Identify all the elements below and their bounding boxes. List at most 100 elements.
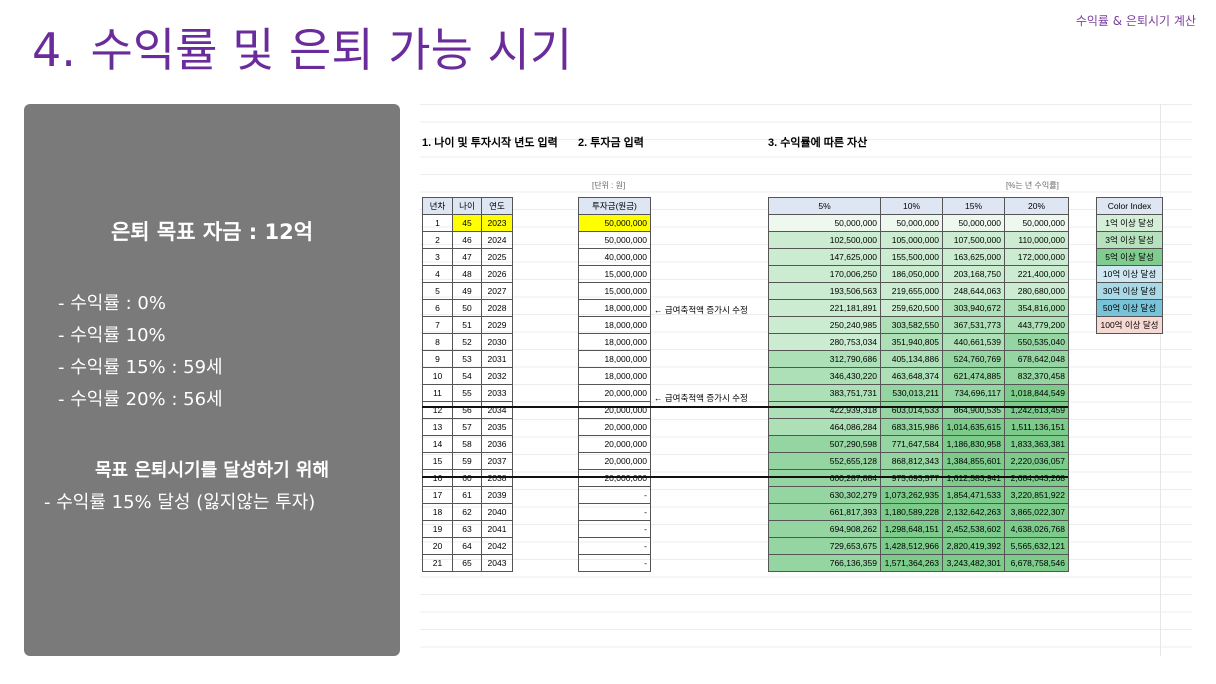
cell-asset-value: 2,820,419,392 bbox=[942, 537, 1005, 555]
table-row: 15,000,000 bbox=[578, 282, 651, 300]
table-row: 40,000,000 bbox=[578, 248, 651, 266]
unit-rate-label: [%는 년 수익률] bbox=[1006, 181, 1059, 190]
cell-asset-value: 170,006,250 bbox=[768, 265, 881, 283]
table-row: 422,939,318 603,014,533 864,900,535 1,242,6… bbox=[768, 401, 1069, 419]
cell-asset-value: 6,678,758,546 bbox=[1004, 554, 1069, 572]
cell-asset-value: 383,751,731 bbox=[768, 384, 881, 402]
table-row: 170,006,250 186,050,000 203,168,750 221,400… bbox=[768, 265, 1069, 283]
cell-asset-value: 303,582,550 bbox=[880, 316, 943, 334]
table-row: 16 60 2038 bbox=[422, 469, 513, 487]
cell-asset-value: 250,240,985 bbox=[768, 316, 881, 334]
cell-year: 2026 bbox=[481, 265, 513, 283]
cell-investment: - bbox=[578, 537, 651, 555]
table-row: 21 65 2043 bbox=[422, 554, 513, 572]
table-row: 464,086,284 683,315,986 1,014,635,615 1,511… bbox=[768, 418, 1069, 436]
legend-row: 10억 이상 달성 bbox=[1096, 265, 1163, 283]
table-row: 10 54 2032 bbox=[422, 367, 513, 385]
cell-asset-value: 312,790,686 bbox=[768, 350, 881, 368]
cell-asset-value: 280,753,034 bbox=[768, 333, 881, 351]
cell-asset-value: 1,833,363,381 bbox=[1004, 435, 1069, 453]
cell-asset-value: 463,648,374 bbox=[880, 367, 943, 385]
cell-asset-value: 1,018,844,549 bbox=[1004, 384, 1069, 402]
table-row: 50,000,000 bbox=[578, 231, 651, 249]
spreadsheet-image: 1. 나이 및 투자시작 년도 입력 2. 투자금 입력 3. 수익률에 따른 … bbox=[420, 104, 1192, 656]
cell-year: 2024 bbox=[481, 231, 513, 249]
rate-line: - 수익률 20% : 56세 bbox=[58, 389, 223, 410]
cell-year: 2040 bbox=[481, 503, 513, 521]
legend-row: 50억 이상 달성 bbox=[1096, 299, 1163, 317]
table-row: 4 48 2026 bbox=[422, 265, 513, 283]
cell-asset-value: 367,531,773 bbox=[942, 316, 1005, 334]
cell-asset-value: 443,779,200 bbox=[1004, 316, 1069, 334]
cell-asset-value: 1,571,364,263 bbox=[880, 554, 943, 572]
cell-age: 54 bbox=[452, 367, 482, 385]
cell-investment: 18,000,000 bbox=[578, 316, 651, 334]
table-row: 20,000,000 bbox=[578, 452, 651, 470]
cell-asset-value: 172,000,000 bbox=[1004, 248, 1069, 266]
col-header: 투자금(원금) bbox=[578, 197, 651, 215]
cell-investment: 18,000,000 bbox=[578, 367, 651, 385]
cell-age: 59 bbox=[452, 452, 482, 470]
table-row: 102,500,000 105,000,000 107,500,000 110,000… bbox=[768, 231, 1069, 249]
table-row: 630,302,279 1,073,262,935 1,854,471,533 3,2… bbox=[768, 486, 1069, 504]
cell-asset-value: 678,642,048 bbox=[1004, 350, 1069, 368]
col-header: 연도 bbox=[481, 197, 513, 215]
header-row: 년차 나이 연도 bbox=[422, 197, 513, 215]
cell-asset-value: 5,565,632,121 bbox=[1004, 537, 1069, 555]
cell-year: 2041 bbox=[481, 520, 513, 538]
cell-investment: 40,000,000 bbox=[578, 248, 651, 266]
cell-year-index: 20 bbox=[422, 537, 453, 555]
cell-investment: 18,000,000 bbox=[578, 299, 651, 317]
cell-asset-value: 507,290,598 bbox=[768, 435, 881, 453]
cell-year-index: 7 bbox=[422, 316, 453, 334]
cell-asset-value: 621,474,885 bbox=[942, 367, 1005, 385]
cell-age: 53 bbox=[452, 350, 482, 368]
color-index-item: 5억 이상 달성 bbox=[1096, 248, 1163, 266]
cell-asset-value: 193,506,563 bbox=[768, 282, 881, 300]
col-header: 5% bbox=[768, 197, 881, 215]
table-row: 15 59 2037 bbox=[422, 452, 513, 470]
cell-year: 2031 bbox=[481, 350, 513, 368]
table-row: 193,506,563 219,655,000 248,644,063 280,680… bbox=[768, 282, 1069, 300]
color-index-item: 10억 이상 달성 bbox=[1096, 265, 1163, 283]
cell-asset-value: 1,511,136,151 bbox=[1004, 418, 1069, 436]
cell-asset-value: 524,760,769 bbox=[942, 350, 1005, 368]
table-row: 12 56 2034 bbox=[422, 401, 513, 419]
cell-age: 60 bbox=[452, 469, 482, 487]
section-label-investment: 2. 투자금 입력 bbox=[578, 137, 644, 149]
retirement-goal: 은퇴 목표 자금 : 12억 bbox=[110, 220, 314, 244]
cell-age: 52 bbox=[452, 333, 482, 351]
cell-age: 61 bbox=[452, 486, 482, 504]
cell-year: 2036 bbox=[481, 435, 513, 453]
cell-asset-value: 1,428,512,966 bbox=[880, 537, 943, 555]
table-row: 346,430,220 463,648,374 621,474,885 832,370… bbox=[768, 367, 1069, 385]
cell-year: 2030 bbox=[481, 333, 513, 351]
cell-asset-value: 1,298,648,151 bbox=[880, 520, 943, 538]
table-row: 694,908,262 1,298,648,151 2,452,538,602 4,6… bbox=[768, 520, 1069, 538]
cell-year-index: 9 bbox=[422, 350, 453, 368]
section-label-age: 1. 나이 및 투자시작 년도 입력 bbox=[422, 137, 558, 149]
cell-asset-value: 600,287,884 bbox=[768, 469, 881, 487]
cell-age: 48 bbox=[452, 265, 482, 283]
table-row: 13 57 2035 bbox=[422, 418, 513, 436]
cell-asset-value: 1,854,471,533 bbox=[942, 486, 1005, 504]
cell-asset-value: 354,816,000 bbox=[1004, 299, 1069, 317]
cell-asset-value: 107,500,000 bbox=[942, 231, 1005, 249]
legend-row: 1억 이상 달성 bbox=[1096, 214, 1163, 232]
table-row: 1 45 2023 bbox=[422, 214, 513, 232]
col-header: 년차 bbox=[422, 197, 453, 215]
cell-investment: 50,000,000 bbox=[578, 231, 651, 249]
table-row: - bbox=[578, 520, 651, 538]
age-year-table: 년차 나이 연도 1 45 2023 2 46 2024 3 47 2025 4 48 2026 5 49 202… bbox=[422, 197, 513, 572]
cell-investment: 20,000,000 bbox=[578, 418, 651, 436]
cell-asset-value: 50,000,000 bbox=[880, 214, 943, 232]
cell-asset-value: 155,500,000 bbox=[880, 248, 943, 266]
cell-investment: 20,000,000 bbox=[578, 401, 651, 419]
cell-year: 2032 bbox=[481, 367, 513, 385]
cell-age: 51 bbox=[452, 316, 482, 334]
rate-line: - 수익률 : 0% bbox=[58, 293, 166, 314]
cell-asset-value: 422,939,318 bbox=[768, 401, 881, 419]
cell-asset-value: 105,000,000 bbox=[880, 231, 943, 249]
highlight-row-border bbox=[422, 406, 1068, 408]
header-row: 투자금(원금) bbox=[578, 197, 651, 215]
